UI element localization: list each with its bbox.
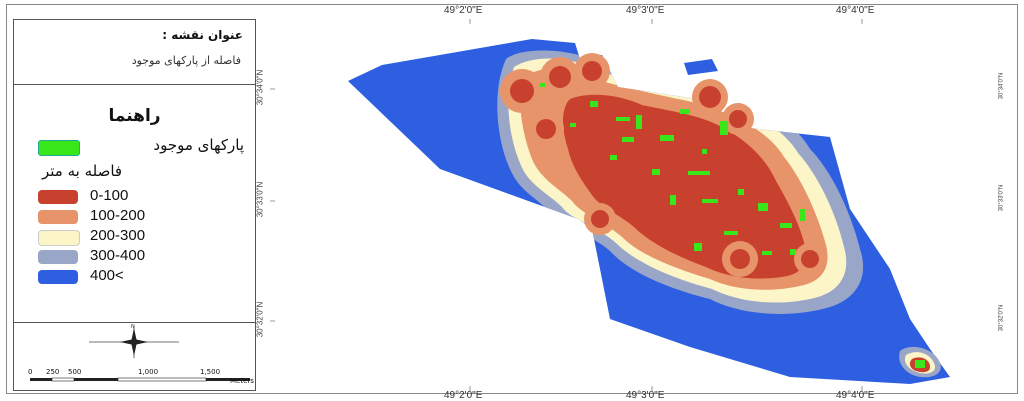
- graticule-right-label: 30°32'0"N: [998, 304, 1005, 332]
- legend-heading: راهنما: [108, 106, 161, 126]
- graticule-bottom-label: 49°4'0"E: [836, 390, 875, 401]
- svg-text:N: N: [131, 324, 135, 330]
- class-swatch: [38, 270, 78, 284]
- class-label: 100-200: [90, 207, 146, 224]
- graticule-right-label: 30°33'0"N: [998, 184, 1005, 212]
- scale-tick: 1,500: [200, 368, 221, 376]
- park-buffers: [500, 53, 826, 277]
- legend-class-row: 100-200: [38, 207, 238, 228]
- graticule-top-label: 49°3'0"E: [626, 5, 665, 16]
- scale-tick: 500: [68, 368, 82, 376]
- scale-bar: 0 250 500 1,000 1,500 Meters: [20, 368, 260, 388]
- scale-tick: 250: [46, 368, 60, 376]
- class-label: 300-400: [90, 247, 146, 264]
- zone-400-plus-fragment: [684, 59, 718, 75]
- graticule-left-label: 30°33'0"N: [255, 181, 265, 218]
- class-label: 400<: [90, 267, 124, 284]
- legend-class-row: 0-100: [38, 187, 238, 208]
- graticule-top-label: 49°4'0"E: [836, 5, 875, 16]
- legend-class-row: 200-300: [38, 227, 238, 248]
- class-swatch: [38, 230, 80, 246]
- existing-parks: [540, 83, 805, 255]
- graticule-bottom-label: 49°2'0"E: [444, 390, 483, 401]
- map-title-label: عنوان نقشه :: [162, 28, 243, 42]
- graticule-left-label: 30°34'0"N: [255, 69, 265, 106]
- legend-parks-row: پارکهای موجود: [38, 136, 248, 156]
- graticule-top-label: 49°2'0"E: [444, 5, 483, 16]
- map-title-box: عنوان نقشه : فاصله از پارکهای موجود: [14, 20, 255, 85]
- north-arrow-box: N: [14, 322, 255, 390]
- scale-tick: 0: [28, 368, 33, 376]
- graticule-left-label: 30°32'0"N: [255, 301, 265, 338]
- legend-class-row: 300-400: [38, 247, 238, 268]
- scale-unit: Meters: [230, 377, 254, 385]
- class-swatch: [38, 210, 78, 224]
- class-swatch: [38, 250, 78, 264]
- parks-label: پارکهای موجود: [153, 136, 244, 154]
- map-area: 49°2'0"E 49°3'0"E 49°4'0"E 49°2'0"E 49°3…: [255, 5, 1016, 401]
- legend-box: راهنما پارکهای موجود فاصله به متر 0-100 …: [14, 84, 255, 323]
- southeast-tip: [899, 346, 941, 378]
- class-label: 0-100: [90, 187, 129, 204]
- graticule-ticks: [270, 19, 863, 391]
- legend-panel: عنوان نقشه : فاصله از پارکهای موجود راهن…: [13, 19, 256, 391]
- parks-swatch: [38, 140, 80, 156]
- map-frame: [6, 4, 1018, 394]
- class-label: 200-300: [90, 227, 146, 244]
- scale-bar-graphic: [30, 377, 250, 382]
- distance-heading: فاصله به متر: [42, 162, 123, 180]
- class-swatch: [38, 190, 78, 204]
- scale-tick: 1,000: [138, 368, 159, 376]
- graticule-right-label: 30°34'0"N: [998, 72, 1005, 100]
- north-arrow-icon: N: [89, 324, 179, 358]
- legend-class-row: 400<: [38, 267, 238, 288]
- map-title-value: فاصله از پارکهای موجود: [131, 54, 241, 67]
- graticule-bottom-label: 49°3'0"E: [626, 390, 665, 401]
- map-canvas: [270, 19, 950, 391]
